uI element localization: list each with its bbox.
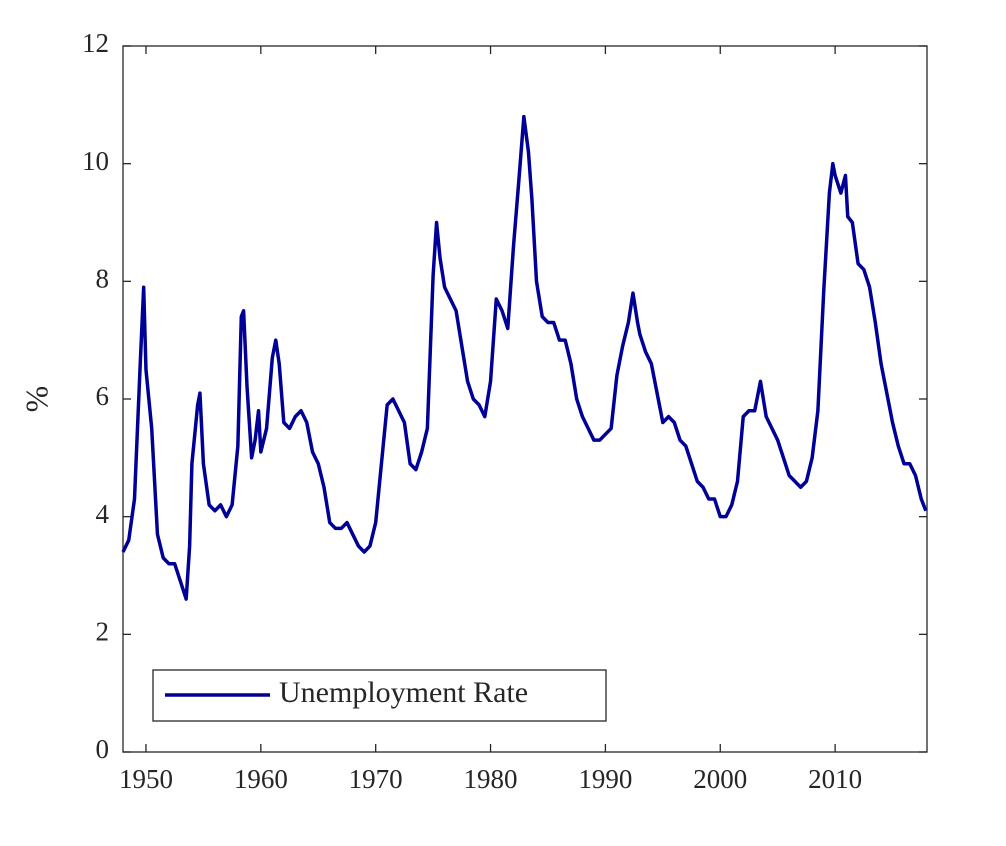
y-tick-label: 6 bbox=[96, 381, 110, 411]
x-tick-label: 2010 bbox=[808, 764, 862, 794]
y-tick-label: 8 bbox=[96, 264, 110, 294]
x-tick-label: 1990 bbox=[578, 764, 632, 794]
legend-label: Unemployment Rate bbox=[279, 676, 528, 709]
y-tick-label: 2 bbox=[96, 617, 110, 647]
x-tick-label: 2000 bbox=[693, 764, 747, 794]
y-axis-label: % bbox=[18, 386, 54, 413]
y-tick-label: 0 bbox=[96, 734, 110, 764]
y-tick-label: 4 bbox=[96, 499, 110, 529]
y-tick-label: 10 bbox=[82, 146, 109, 176]
x-tick-label: 1970 bbox=[349, 764, 403, 794]
data-line bbox=[121, 114, 928, 601]
plot-area bbox=[122, 45, 928, 753]
x-tick-label: 1950 bbox=[119, 764, 173, 794]
x-tick-label: 1980 bbox=[464, 764, 518, 794]
x-tick-label: 1960 bbox=[234, 764, 288, 794]
y-tick-label: 12 bbox=[82, 28, 109, 58]
